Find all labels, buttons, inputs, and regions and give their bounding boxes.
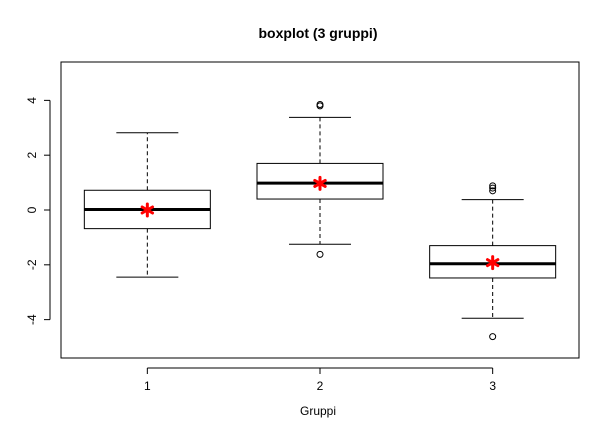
outlier-point [316,250,324,258]
y-tick-label: 0 [25,206,39,213]
box-group-1 [83,132,211,278]
y-tick-label: 2 [25,152,39,159]
box-group-2 [256,100,384,258]
boxes [83,100,557,341]
y-tick-label: -4 [25,314,39,325]
box-body [429,245,557,279]
outlier-point [489,187,497,195]
outlier-point [489,182,497,190]
mean-marker-stroke [140,205,155,215]
x-tick-label: 2 [317,379,324,393]
box-group-3 [429,182,557,341]
mean-marker-stroke [313,178,327,188]
outlier-point [316,100,324,108]
chart-title: boxplot (3 gruppi) [259,25,378,41]
y-tick-label: 4 [25,97,39,104]
x-axis: 1 2 3 [144,367,496,393]
x-tick-label: 3 [489,379,496,393]
y-tick-label: -2 [25,259,39,270]
mean-marker-stroke [485,258,500,268]
plot-frame [60,61,580,359]
y-axis: -4 -2 0 2 4 [25,97,51,325]
mean-marker [485,255,500,271]
outlier-point [489,184,497,192]
outlier-point [489,333,497,341]
x-tick-label: 1 [144,379,151,393]
mean-marker [313,175,327,191]
mean-marker [140,202,155,218]
x-axis-label: Gruppi [300,404,336,418]
